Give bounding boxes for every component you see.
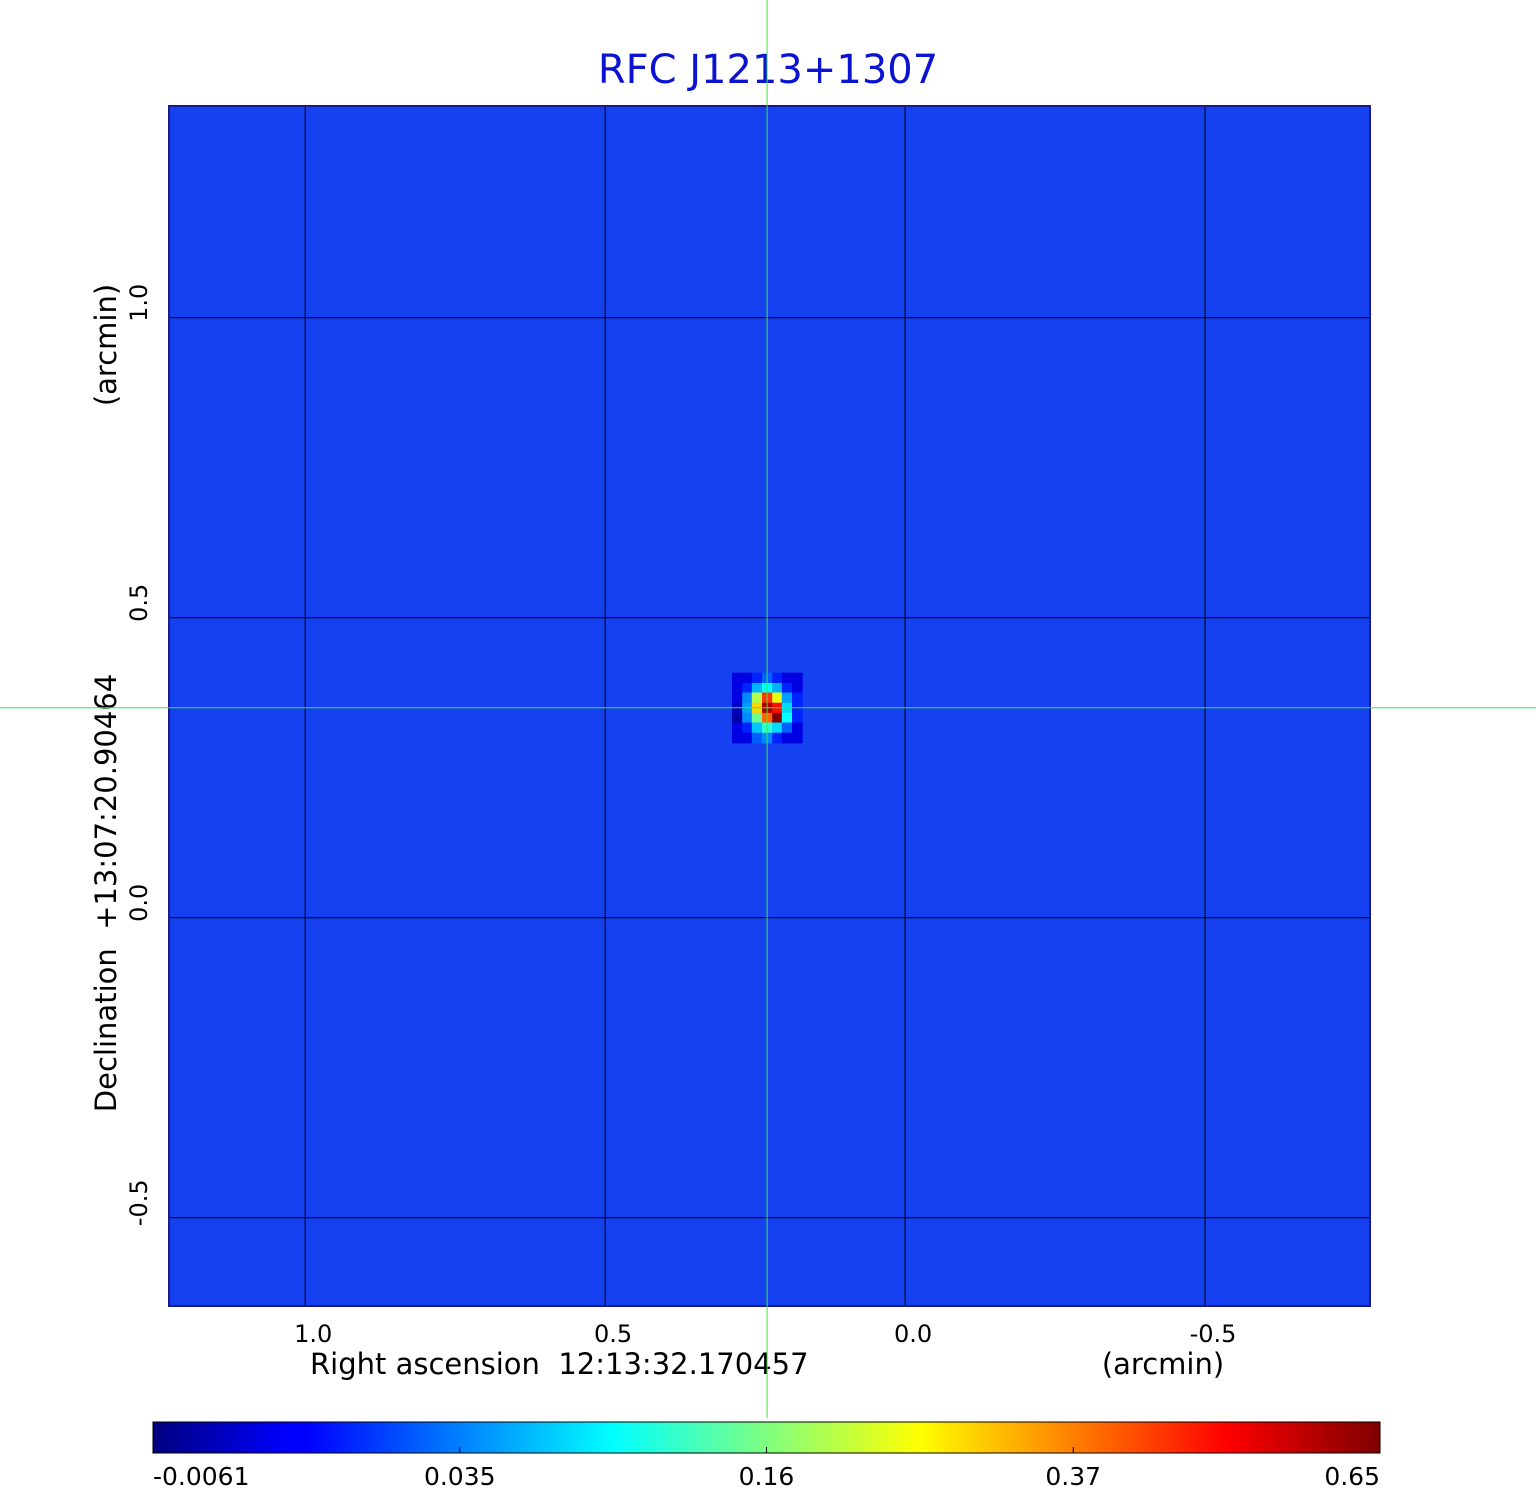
image-cell [732,712,743,724]
x-tick-label: 0.5 [594,1320,632,1348]
image-cell [781,692,793,704]
image-cell [732,722,743,734]
image-cell [791,722,803,734]
image-cell [772,692,783,704]
image-cell [742,722,753,734]
image-cell [732,682,743,694]
image-cell [742,672,753,684]
colorbar-tick-label: 0.035 [424,1462,496,1491]
image-cell [772,722,783,734]
image-cell [772,712,783,724]
image-cell [751,692,763,704]
image-cell [732,732,743,744]
image-cell [751,732,763,744]
image-cell [791,682,803,694]
y-tick-label: 0.0 [125,884,153,922]
colorbar-tick-label: -0.0061 [153,1462,250,1491]
image-cell [781,722,793,734]
image-cell [742,732,753,744]
x-tick-label: 0.0 [894,1320,932,1348]
image-cell [791,712,803,724]
y-tick-label: 1.0 [125,284,153,322]
colorbar-tick-label: 0.37 [1045,1462,1101,1491]
colorbar-tick-label: 0.16 [739,1462,795,1491]
x-axis-unit: (arcmin) [1102,1347,1224,1381]
image-cell [791,732,803,744]
image-cell [781,732,793,744]
image-cell [781,682,793,694]
image-cell [772,672,783,684]
y-tick-label: 0.5 [125,584,153,622]
image-cell [772,682,783,694]
image-cell [742,692,753,704]
x-axis-label: Right ascension 12:13:32.170457 [310,1347,809,1381]
image-cell [742,712,753,724]
image-cell [751,712,763,724]
colorbar-tick-label: 0.65 [1324,1462,1380,1491]
plot-frame [168,105,1371,1307]
image-cell [751,672,763,684]
image-cell [751,682,763,694]
y-tick-label: -0.5 [125,1179,153,1226]
image-cell [781,712,793,724]
image-cell [791,672,803,684]
image-cell [772,732,783,744]
image-cell [732,692,743,704]
chart-title: RFC J1213+1307 [598,47,938,93]
image-cell [732,672,743,684]
y-axis-unit: (arcmin) [89,284,123,406]
image-cell [791,692,803,704]
x-tick-label: -0.5 [1190,1320,1237,1348]
image-cell [751,722,763,734]
x-tick-label: 1.0 [294,1320,332,1348]
y-axis-label: Declination +13:07:20.90464 [89,674,123,1112]
image-cell [742,682,753,694]
image-cell [781,672,793,684]
